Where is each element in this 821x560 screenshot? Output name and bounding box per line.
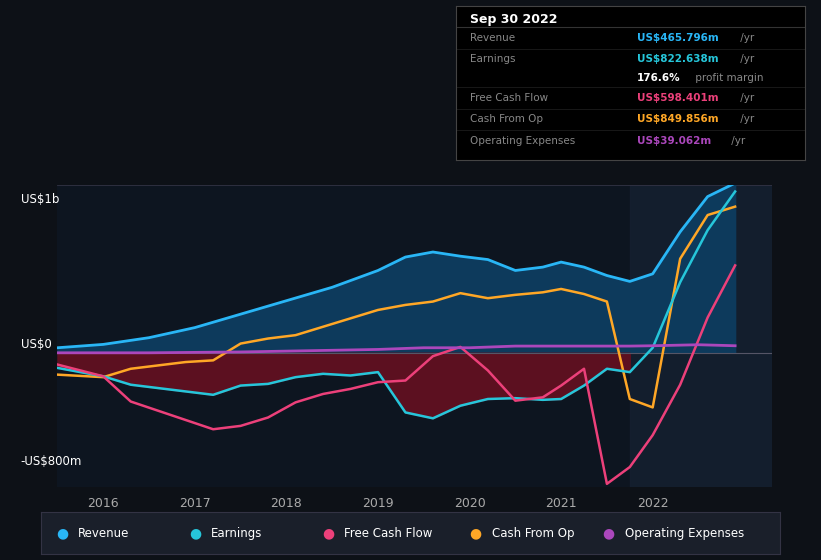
Text: 176.6%: 176.6% [637, 73, 681, 83]
Text: Earnings: Earnings [470, 54, 515, 64]
Text: ●: ● [56, 526, 68, 540]
Text: US$849.856m: US$849.856m [637, 114, 718, 124]
Text: Earnings: Earnings [211, 527, 263, 540]
Text: Cash From Op: Cash From Op [492, 527, 574, 540]
Text: ●: ● [189, 526, 201, 540]
Text: US$598.401m: US$598.401m [637, 92, 718, 102]
Text: ●: ● [470, 526, 482, 540]
Text: profit margin: profit margin [691, 73, 763, 83]
Text: Revenue: Revenue [78, 527, 130, 540]
Text: /yr: /yr [737, 32, 754, 43]
Text: ●: ● [603, 526, 615, 540]
Text: US$465.796m: US$465.796m [637, 32, 719, 43]
Text: Operating Expenses: Operating Expenses [470, 136, 575, 146]
Bar [630, 185, 772, 487]
Text: /yr: /yr [737, 114, 754, 124]
Text: -US$800m: -US$800m [21, 455, 82, 468]
Text: /yr: /yr [737, 54, 754, 64]
Text: ●: ● [322, 526, 334, 540]
Text: /yr: /yr [728, 136, 745, 146]
Text: US$0: US$0 [21, 338, 51, 351]
Text: Free Cash Flow: Free Cash Flow [470, 92, 548, 102]
Text: /yr: /yr [737, 92, 754, 102]
Text: US$1b: US$1b [21, 193, 59, 206]
Text: US$822.638m: US$822.638m [637, 54, 718, 64]
Text: Sep 30 2022: Sep 30 2022 [470, 13, 557, 26]
Text: Cash From Op: Cash From Op [470, 114, 543, 124]
Text: Operating Expenses: Operating Expenses [625, 527, 744, 540]
Text: Revenue: Revenue [470, 32, 515, 43]
Text: US$39.062m: US$39.062m [637, 136, 711, 146]
Text: Free Cash Flow: Free Cash Flow [344, 527, 433, 540]
